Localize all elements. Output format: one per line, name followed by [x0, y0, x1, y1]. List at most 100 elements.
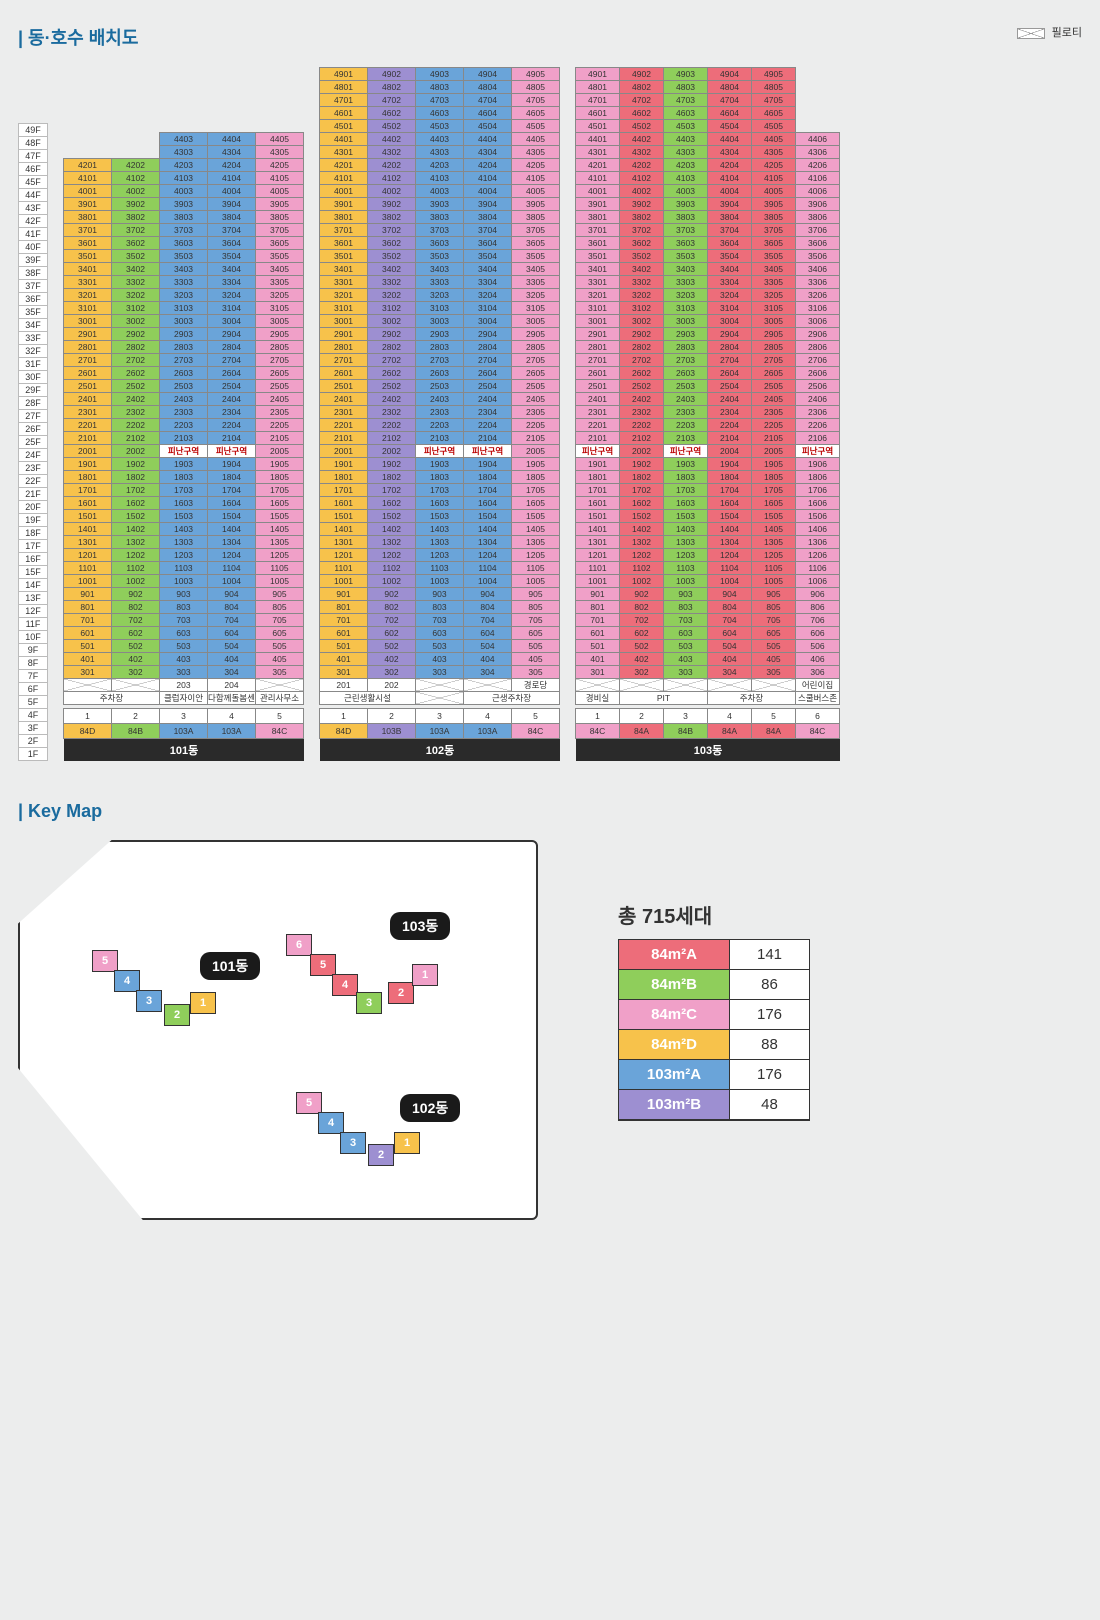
summary-row: 84m²A141	[619, 940, 809, 970]
unit-cell: 3206	[795, 288, 840, 302]
unit-cell: 2205	[751, 418, 796, 432]
unit-cell: 605	[511, 626, 560, 640]
summary-type: 84m²C	[619, 1000, 729, 1030]
unit-cell: 2105	[255, 431, 304, 445]
facility-cell: PIT	[619, 691, 708, 705]
refuge-cell: 피난구역	[575, 444, 620, 458]
keymap-unit: 4	[114, 970, 140, 992]
piloti-legend: 필로티	[1017, 24, 1082, 40]
unit-cell: 1702	[111, 483, 160, 497]
unit-cell: 3501	[575, 249, 620, 263]
unit-cell: 1203	[159, 548, 208, 562]
unit-cell: 901	[63, 587, 112, 601]
unit-cell: 4503	[663, 119, 708, 133]
line-type: 84A	[707, 723, 752, 739]
unit-cell: 3103	[415, 301, 464, 315]
unit-cell: 2801	[319, 340, 368, 354]
unit-cell: 4001	[63, 184, 112, 198]
unit-cell: 4003	[663, 184, 708, 198]
unit-cell: 3401	[319, 262, 368, 276]
unit-cell: 1405	[255, 522, 304, 536]
unit-cell: 4201	[575, 158, 620, 172]
unit-cell: 1203	[415, 548, 464, 562]
unit-cell: 4002	[111, 184, 160, 198]
unit-cell: 2001	[63, 444, 112, 458]
unit-cell: 2405	[255, 392, 304, 406]
unit-cell: 2801	[63, 340, 112, 354]
unit-cell: 305	[751, 665, 796, 679]
unit-cell: 4002	[367, 184, 416, 198]
unit-cell: 4403	[415, 132, 464, 146]
unit-cell: 4101	[575, 171, 620, 185]
unit-cell: 904	[707, 587, 752, 601]
unit-cell: 3402	[619, 262, 664, 276]
unit-cell: 4201	[319, 158, 368, 172]
empty-cell	[112, 145, 160, 159]
unit-cell: 3803	[415, 210, 464, 224]
unit-cell: 3203	[663, 288, 708, 302]
unit-cell: 4901	[575, 67, 620, 81]
unit-cell: 3906	[795, 197, 840, 211]
unit-cell: 1603	[415, 496, 464, 510]
floor-label: 49F	[18, 123, 48, 137]
unit-cell: 2704	[207, 353, 256, 367]
unit-cell: 3101	[319, 301, 368, 315]
unit-cell: 604	[207, 626, 256, 640]
section-title-keymap: Key Map	[18, 801, 1082, 822]
unit-cell: 306	[795, 665, 840, 679]
unit-cell: 1003	[663, 574, 708, 588]
unit-cell: 1503	[415, 509, 464, 523]
unit-cell: 803	[159, 600, 208, 614]
unit-cell: 1205	[751, 548, 796, 562]
empty-cell	[208, 80, 256, 94]
unit-cell: 804	[207, 600, 256, 614]
unit-cell: 3603	[663, 236, 708, 250]
unit-cell: 4405	[511, 132, 560, 146]
unit-cell: 901	[319, 587, 368, 601]
floor-label: 47F	[18, 149, 48, 163]
unit-cell: 2902	[111, 327, 160, 341]
summary-row: 84m²C176	[619, 1000, 809, 1030]
unit-cell: 2701	[319, 353, 368, 367]
unit-cell: 402	[367, 652, 416, 666]
unit-cell: 1304	[707, 535, 752, 549]
unit-cell: 1901	[319, 457, 368, 471]
floor-label: 43F	[18, 201, 48, 215]
refuge-cell: 피난구역	[463, 444, 512, 458]
unit-cell: 4403	[663, 132, 708, 146]
dong-badge: 102동	[400, 1094, 460, 1122]
unit-cell: 3802	[619, 210, 664, 224]
floor-label: 2F	[18, 734, 48, 748]
unit-cell: 1501	[319, 509, 368, 523]
unit-cell: 4101	[63, 171, 112, 185]
unit-cell: 1504	[463, 509, 512, 523]
summary-type: 84m²A	[619, 940, 729, 970]
floor-label: 10F	[18, 630, 48, 644]
floor-label: 31F	[18, 357, 48, 371]
unit-cell: 4803	[663, 80, 708, 94]
unit-cell: 4701	[319, 93, 368, 107]
floor-label: 8F	[18, 656, 48, 670]
unit-cell: 2404	[207, 392, 256, 406]
unit-cell: 2805	[511, 340, 560, 354]
empty-cell	[208, 119, 256, 133]
unit-cell: 701	[63, 613, 112, 627]
unit-cell: 3604	[707, 236, 752, 250]
unit-cell: 504	[707, 639, 752, 653]
unit-cell: 2202	[111, 418, 160, 432]
unit-cell: 4605	[751, 106, 796, 120]
unit-cell: 3302	[619, 275, 664, 289]
unit-cell: 1903	[663, 457, 708, 471]
unit-cell: 2606	[795, 366, 840, 380]
unit-cell: 301	[575, 665, 620, 679]
unit-cell: 4804	[707, 80, 752, 94]
unit-cell: 1805	[255, 470, 304, 484]
unit-cell: 3301	[575, 275, 620, 289]
unit-cell: 1904	[707, 457, 752, 471]
unit-cell: 1904	[207, 457, 256, 471]
keymap-unit: 5	[296, 1092, 322, 1114]
unit-cell: 1603	[663, 496, 708, 510]
unit-cell: 2101	[63, 431, 112, 445]
unit-cell: 4803	[415, 80, 464, 94]
piloti-cell	[751, 678, 796, 692]
